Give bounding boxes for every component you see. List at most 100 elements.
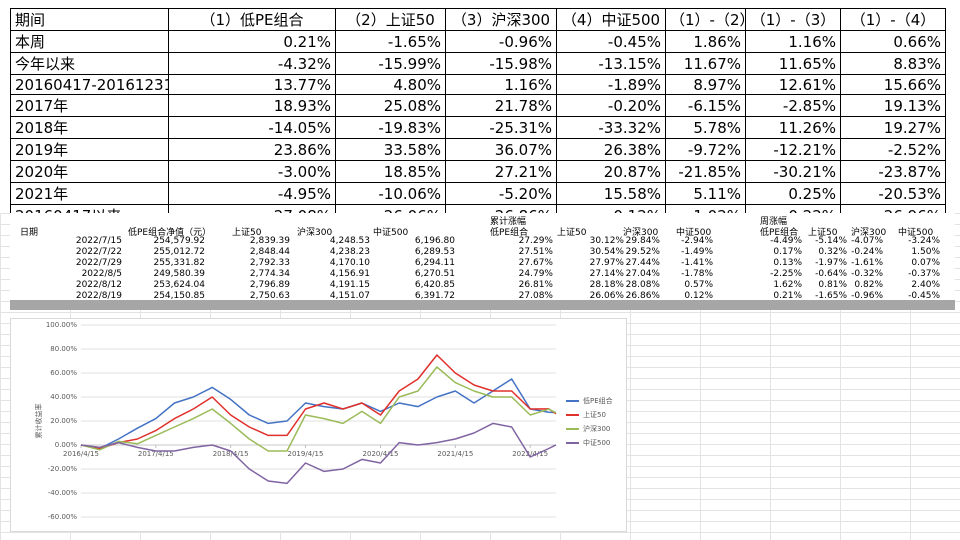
value-cell: 1.16% (445, 74, 557, 95)
value-cell: -0.96% (445, 30, 557, 53)
series-line (80, 422, 557, 485)
chart: -60.00% -40.00% -20.00% 0.00% 20.00% 40.00% 60… (34, 321, 613, 521)
header-row: 期间（1）低PE组合（2）上证50（3）沪深300（4）中证500（1）-（2）… (10, 8, 946, 31)
table-row: 2020年 -3.00% 18.85% 27.21% 20.87% -21.85% -30.… (10, 160, 946, 183)
value-cell: -3.00% (168, 160, 336, 183)
y-tick-label: -20.00% (48, 465, 78, 473)
cell: -0.32% (851, 269, 883, 279)
cell: 4,170.10 (329, 258, 370, 268)
y-tick-label: 20.00% (50, 417, 77, 425)
cell: 29.52% (625, 247, 660, 257)
table-row: 2017年 18.93% 25.08% 21.78% -0.20% -6.15% -2.85… (10, 94, 946, 117)
cell: 2,774.34 (249, 269, 290, 279)
value-cell: 8.97% (665, 74, 746, 95)
cell: 4,248.53 (329, 236, 370, 246)
table-row: 2018年 -14.05% -19.83% -25.31% -33.32% 5.78% 11… (10, 116, 946, 139)
value-cell: 26.38% (556, 138, 666, 161)
cell: 26.86% (625, 291, 660, 301)
cell: 1.50% (911, 247, 940, 257)
cell: -0.64% (815, 269, 847, 279)
value-cell: -20.53% (840, 182, 946, 205)
cell: 30.12% (589, 236, 624, 246)
cell: 2022/8/19 (75, 291, 122, 301)
value-cell: 15.58% (556, 182, 666, 205)
value-cell: 0.66% (840, 30, 946, 53)
x-tick-label: 2019/4/15 (288, 450, 324, 458)
value-cell: 11.67% (665, 52, 746, 75)
cell: -1.78% (681, 269, 713, 279)
value-cell: 13.77% (168, 74, 336, 95)
cell: 4,156.91 (329, 269, 370, 279)
value-cell: -5.20% (445, 182, 557, 205)
cell: 6,289.53 (414, 247, 455, 257)
header-cell: （4）中证500 (556, 8, 666, 31)
value-cell: -1.65% (335, 30, 446, 53)
cell: 0.12% (684, 291, 713, 301)
cell: 27.04% (625, 269, 660, 279)
cell: -0.24% (851, 247, 883, 257)
column-header: 低PE组合 (760, 228, 799, 238)
cell: -1.97% (815, 258, 847, 268)
cell: 24.79% (518, 269, 553, 279)
value-cell: -30.21% (745, 160, 841, 183)
cell: -3.24% (908, 236, 940, 246)
value-cell: 19.27% (840, 116, 946, 139)
header-cell: 期间 (10, 8, 169, 31)
period-cell: 本周 (10, 30, 169, 53)
sheet-divider (10, 300, 955, 310)
column-header: 低PE组合 (490, 228, 529, 238)
period-cell: 20160417-20161231 (10, 74, 169, 95)
y-tick-label: -40.00% (48, 489, 78, 497)
cell: 2.40% (911, 280, 940, 290)
cell: -2.94% (681, 236, 713, 246)
cell: 28.18% (589, 280, 624, 290)
header-cell: （2）上证50 (335, 8, 446, 31)
cell: 253,624.04 (153, 280, 205, 290)
cell: 0.13% (773, 258, 802, 268)
header-cell: （1）低PE组合 (168, 8, 336, 31)
value-cell: 5.78% (665, 116, 746, 139)
cell: 27.29% (518, 236, 553, 246)
cell: 4,151.07 (329, 291, 370, 301)
period-cell: 2017年 (10, 94, 169, 117)
value-cell: 11.26% (745, 116, 841, 139)
header-cell: （1）-（2） (665, 8, 746, 31)
x-tick-label: 2018/4/15 (213, 450, 249, 458)
cell: 0.57% (684, 280, 713, 290)
column-header: 中证500 (898, 228, 934, 238)
cell: 26.06% (589, 291, 624, 301)
value-cell: -15.98% (445, 52, 557, 75)
series-line (80, 366, 557, 452)
legend-label: 沪深300 (583, 424, 610, 433)
value-cell: 1.16% (745, 30, 841, 53)
cell: -1.61% (851, 258, 883, 268)
cell: 2022/8/12 (75, 280, 122, 290)
cell: 255,331.82 (153, 258, 205, 268)
cell: -5.14% (815, 236, 847, 246)
value-cell: 5.11% (665, 182, 746, 205)
value-cell: -0.45% (556, 30, 666, 53)
cell: 0.81% (818, 280, 847, 290)
nav-sheet: 累计涨幅 周涨幅 日期 低PE组合净值（元） 上证50 沪深300 中证500 低PE组合 上证… (10, 213, 955, 301)
value-cell: 12.61% (745, 74, 841, 95)
column-header: 上证50 (808, 228, 838, 238)
y-axis-label: 累计收益率 (34, 404, 43, 439)
y-tick-label: 80.00% (50, 345, 77, 353)
value-cell: 18.85% (335, 160, 446, 183)
value-cell: -33.32% (556, 116, 666, 139)
legend-label: 上证50 (583, 410, 606, 419)
cell: 255,012.72 (153, 247, 205, 257)
summary-table: 期间（1）低PE组合（2）上证50（3）沪深300（4）中证500（1）-（2）… (10, 8, 946, 227)
cell: 2022/7/15 (75, 236, 122, 246)
table-row: 今年以来 -4.32% -15.99% -15.98% -13.15% 11.67% 11.… (10, 52, 946, 75)
cell: 2,839.39 (249, 236, 290, 246)
group-header: 周涨幅 (760, 217, 788, 227)
value-cell: -9.72% (665, 138, 746, 161)
cell: 4,238.23 (329, 247, 370, 257)
value-cell: -6.15% (665, 94, 746, 117)
period-cell: 2019年 (10, 138, 169, 161)
period-cell: 2021年 (10, 182, 169, 205)
value-cell: -23.87% (840, 160, 946, 183)
cell: -2.25% (770, 269, 802, 279)
